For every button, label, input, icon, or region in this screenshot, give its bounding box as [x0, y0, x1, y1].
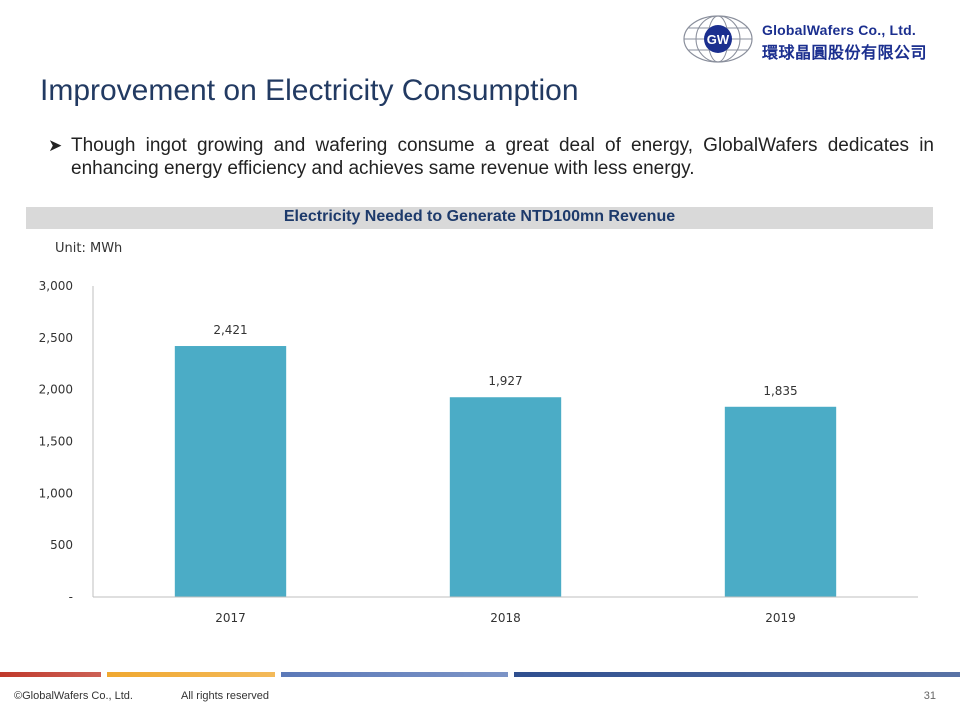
x-tick-label: 2018 [490, 611, 521, 625]
company-name-en: GlobalWafers Co., Ltd. [762, 22, 916, 38]
x-tick-label: 2017 [215, 611, 246, 625]
y-tick-label: 500 [50, 538, 73, 552]
footer-bar-orange [107, 672, 275, 677]
x-tick-label: 2019 [765, 611, 796, 625]
y-tick-label: 1,500 [39, 435, 73, 449]
y-tick-label: 1,000 [39, 486, 73, 500]
company-name-zh: 環球晶圓股份有限公司 [762, 43, 928, 62]
page-number: 31 [923, 690, 936, 702]
company-logo: GW GlobalWafers Co., Ltd. 環球晶圓股份有限公司 [682, 12, 932, 68]
data-label-2018: 1,927 [488, 374, 522, 388]
bars: 2,421 1,927 1,835 [174, 323, 837, 597]
footer-bar-navy [514, 672, 960, 677]
data-label-2017: 2,421 [213, 323, 247, 337]
y-tick-label: 2,000 [39, 383, 73, 397]
logo-mark: GW [707, 32, 730, 47]
x-axis-ticks: 2017 2018 2019 [215, 611, 796, 625]
slide-title: Improvement on Electricity Consumption [40, 74, 579, 107]
y-tick-label: - [69, 590, 73, 604]
chart-unit-label: Unit: MWh [55, 241, 123, 256]
y-tick-label: 2,500 [39, 331, 73, 345]
y-axis-ticks: - 500 1,000 1,500 2,000 2,500 3,000 [39, 279, 73, 604]
footer-copyright: ©GlobalWafers Co., Ltd. [14, 690, 133, 702]
footer-bar-blue [281, 672, 508, 677]
y-tick-label: 3,000 [39, 279, 73, 293]
footer-bar-red [0, 672, 101, 677]
globe-logo-icon: GW [683, 15, 753, 63]
bar-2019 [724, 406, 837, 597]
bar-2018 [449, 397, 562, 597]
bullet-text: Though ingot growing and wafering consum… [71, 135, 934, 179]
data-label-2019: 1,835 [763, 384, 797, 398]
bar-2017 [174, 346, 287, 597]
arrow-bullet-icon: ➤ [48, 136, 63, 155]
footer-rights: All rights reserved [181, 690, 270, 702]
chart-title: Electricity Needed to Generate NTD100mn … [26, 207, 933, 229]
bullet-point: ➤ Though ingot growing and wafering cons… [48, 134, 934, 180]
bar-chart: - 500 1,000 1,500 2,000 2,500 3,000 2,421 1,927… [39, 279, 918, 625]
footer-color-bars [0, 672, 960, 678]
